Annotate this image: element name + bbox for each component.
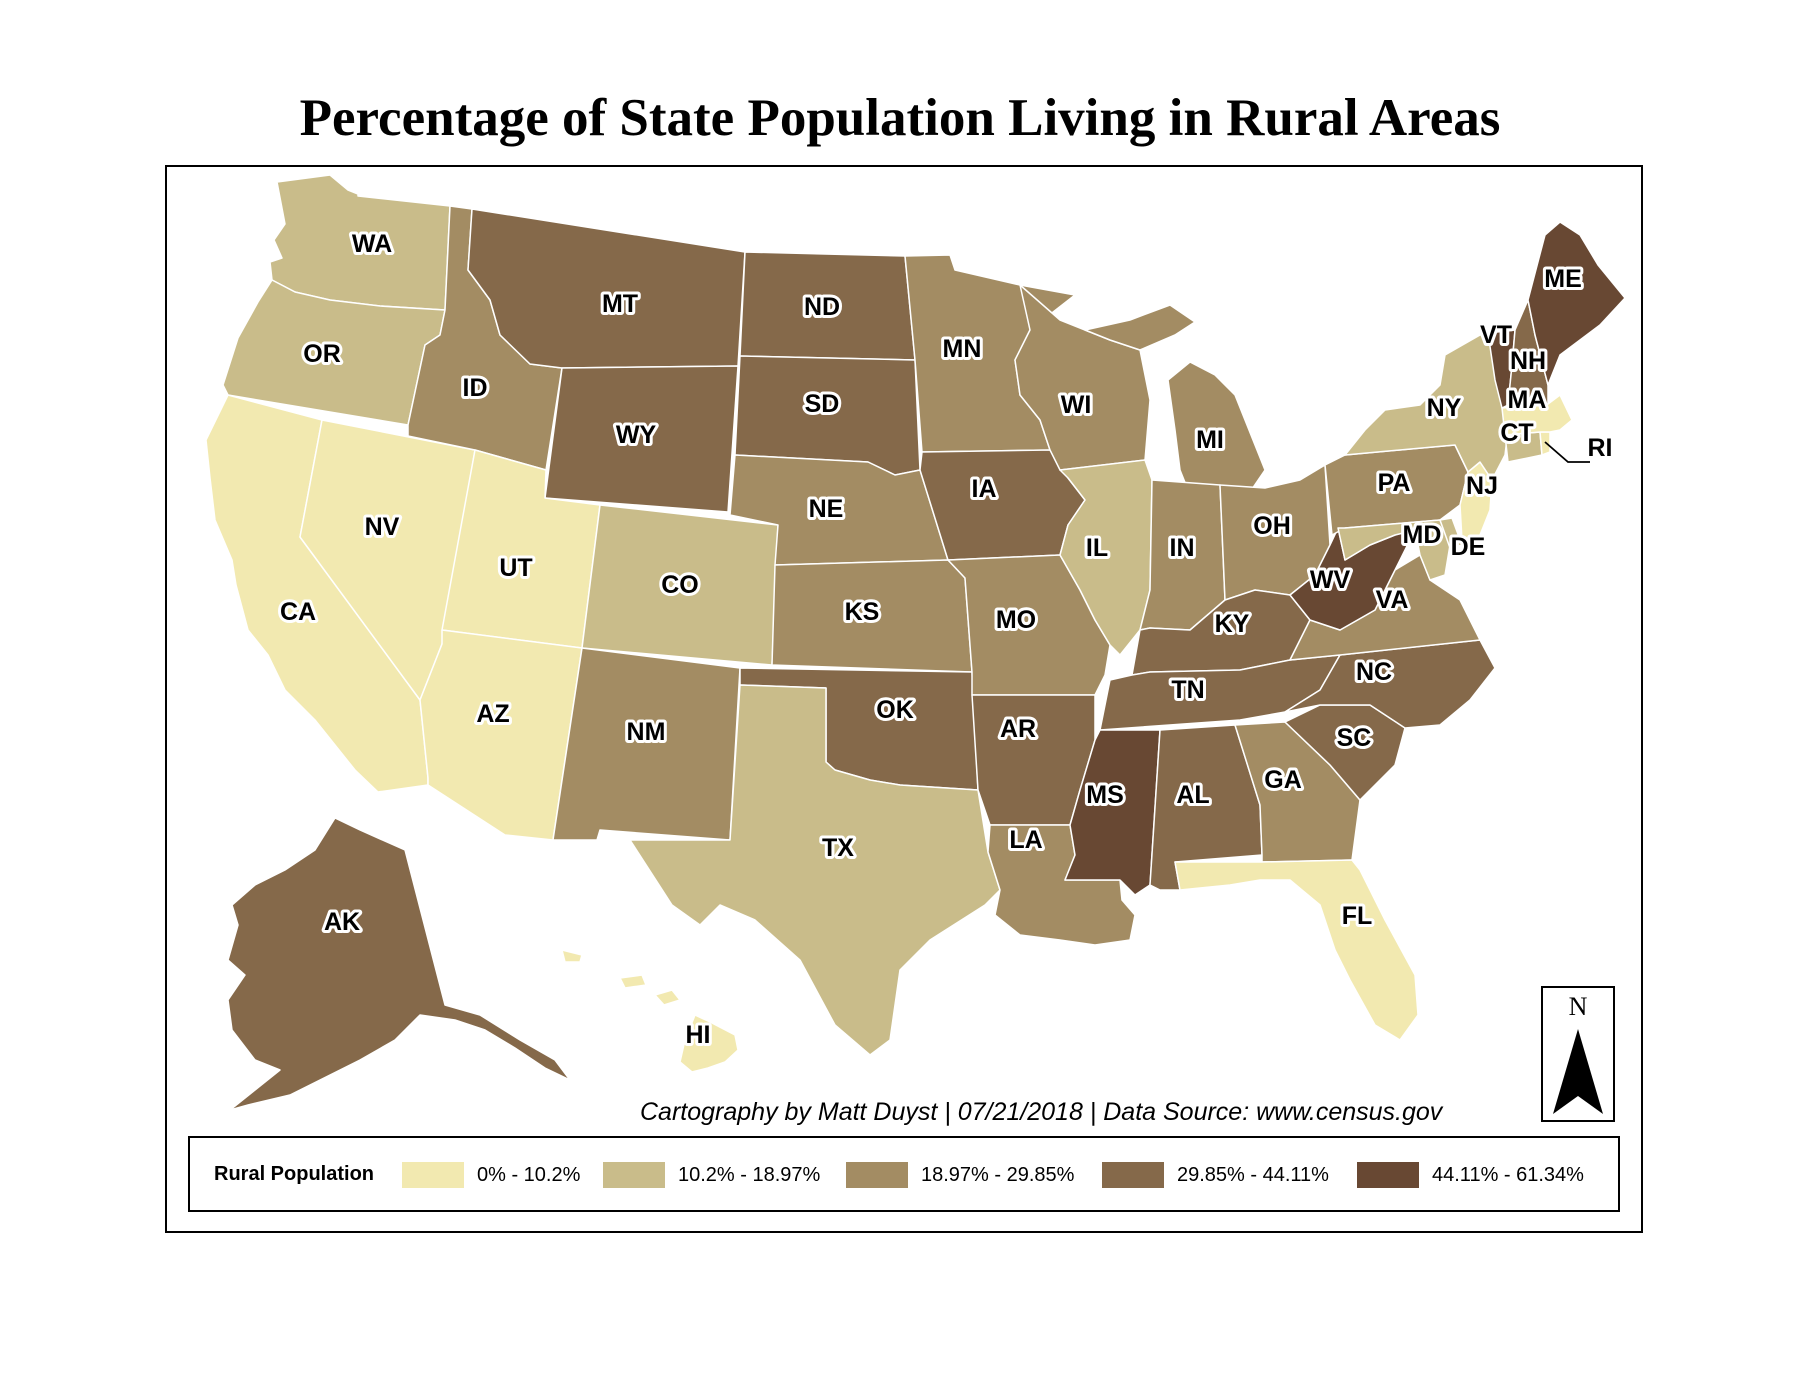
state-HI[interactable] [561, 949, 739, 1073]
state-label-tx: TX [822, 834, 854, 862]
state-label-hi: HI [686, 1021, 711, 1049]
state-label-ut: UT [499, 554, 532, 582]
state-label-mn: MN [943, 335, 982, 363]
state-label-wy: WY [616, 421, 657, 449]
state-label-in: IN [1170, 534, 1195, 562]
state-label-ny: NY [1427, 394, 1462, 422]
state-label-fl: FL [1342, 902, 1373, 930]
state-label-vt: VT [1480, 321, 1512, 349]
credit-line: Cartography by Matt Duyst | 07/21/2018 |… [640, 1098, 1443, 1126]
state-label-pa: PA [1378, 469, 1411, 497]
state-label-oh: OH [1253, 512, 1291, 540]
state-label-ri: RI [1588, 434, 1613, 462]
state-RI[interactable] [1539, 431, 1551, 456]
state-FL[interactable] [1174, 859, 1419, 1041]
state-label-al: AL [1176, 781, 1209, 809]
state-label-wv: WV [1310, 566, 1351, 594]
state-label-mo: MO [996, 606, 1036, 634]
state-label-nc: NC [1356, 658, 1392, 686]
state-label-ma: MA [1508, 386, 1547, 414]
north-letter: N [1568, 992, 1588, 1021]
map-frame [165, 165, 1643, 1233]
state-label-ms: MS [1086, 781, 1124, 809]
legend-title: Rural Population [214, 1163, 374, 1185]
legend-label-4: 44.11% - 61.34% [1432, 1164, 1584, 1186]
legend-label-0: 0% - 10.2% [477, 1164, 581, 1186]
state-ME[interactable] [1527, 221, 1626, 386]
state-label-nh: NH [1510, 347, 1546, 375]
state-label-mi: MI [1196, 426, 1224, 454]
state-label-wi: WI [1061, 391, 1092, 419]
legend-swatch-2 [846, 1162, 908, 1188]
map-title: Percentage of State Population Living in… [299, 89, 1501, 147]
state-label-id: ID [463, 374, 488, 402]
state-label-sd: SD [805, 390, 840, 418]
state-labels: WA OR CA NV ID MT WY UT AZ CO NM ND SD NE KS OK TX MN IA MO… [277, 227, 1616, 1052]
state-label-md: MD [1403, 521, 1442, 549]
state-label-tn: TN [1171, 676, 1204, 704]
state-label-ar: AR [1000, 715, 1036, 743]
legend-swatch-3 [1102, 1162, 1164, 1188]
state-label-de: DE [1451, 533, 1486, 561]
state-label-co: CO [661, 571, 699, 599]
state-label-nj: NJ [1466, 472, 1498, 500]
state-label-sc: SC [1337, 724, 1372, 752]
legend: Rural Population 0% - 10.2% 10.2% - 18.9… [188, 1136, 1620, 1212]
state-label-me: ME [1544, 265, 1582, 293]
state-label-ks: KS [845, 598, 880, 626]
state-label-ak: AK [324, 908, 360, 936]
state-TX[interactable] [629, 684, 1001, 1056]
state-MI[interactable] [1084, 304, 1266, 496]
legend-label-3: 29.85% - 44.11% [1177, 1164, 1329, 1186]
legend-swatch-0 [402, 1162, 464, 1188]
state-label-mt: MT [602, 290, 638, 318]
state-DE[interactable] [1439, 517, 1463, 549]
state-label-wa: WA [352, 230, 392, 258]
state-label-or: OR [303, 340, 341, 368]
state-label-ga: GA [1264, 766, 1302, 794]
state-WY[interactable] [544, 365, 739, 513]
legend-label-1: 10.2% - 18.97% [678, 1164, 821, 1186]
state-label-la: LA [1009, 826, 1042, 854]
state-label-az: AZ [476, 700, 509, 728]
state-MT[interactable] [467, 208, 746, 369]
state-label-ct: CT [1500, 419, 1533, 447]
state-label-nv: NV [365, 513, 400, 541]
state-MD[interactable] [1337, 519, 1451, 581]
ri-leader-line [1544, 441, 1590, 463]
state-label-ne: NE [809, 495, 844, 523]
state-label-ia: IA [972, 475, 997, 503]
state-label-nd: ND [804, 293, 840, 321]
north-arrow: N [1541, 986, 1615, 1122]
state-label-il: IL [1086, 534, 1108, 562]
state-label-ok: OK [876, 696, 914, 724]
state-AK[interactable] [227, 817, 571, 1111]
state-label-va: VA [1376, 586, 1409, 614]
legend-label-2: 18.97% - 29.85% [921, 1164, 1075, 1186]
state-label-ky: KY [1215, 610, 1250, 638]
legend-swatch-4 [1357, 1162, 1419, 1188]
state-label-nm: NM [627, 718, 666, 746]
state-label-ca: CA [280, 598, 316, 626]
legend-swatch-1 [603, 1162, 665, 1188]
state-MA[interactable] [1501, 394, 1573, 436]
north-arrow-icon [1553, 1029, 1603, 1114]
state-NC[interactable] [1284, 639, 1496, 729]
